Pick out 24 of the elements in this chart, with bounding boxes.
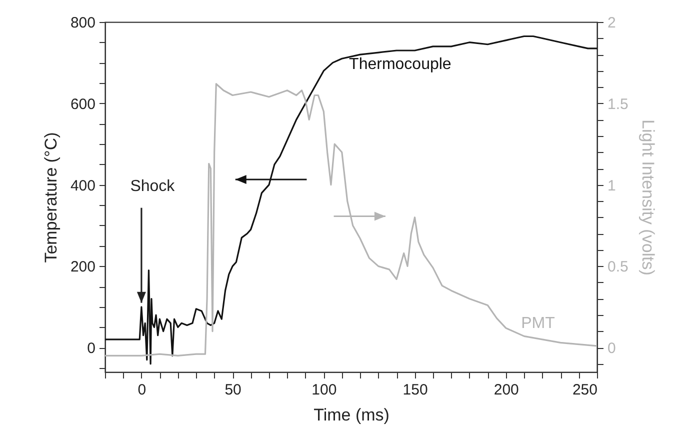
series-label: PMT — [521, 315, 556, 332]
y-tick-label: 200 — [70, 258, 96, 276]
y2-tick-label: 0 — [608, 340, 616, 358]
line-series — [105, 35, 597, 365]
y-axis-title: Temperature (°C) — [41, 132, 60, 263]
y-tick-label: 400 — [70, 177, 96, 194]
y2-tick-label: 2 — [608, 14, 616, 32]
y2-tick-label: 1.5 — [608, 96, 628, 113]
y-tick-label: 0 — [87, 340, 96, 358]
x-tick-label: 0 — [138, 382, 146, 398]
x-tick-label: 100 — [312, 382, 337, 398]
x-tick-label: 200 — [494, 382, 519, 398]
series-label: Thermocouple — [349, 56, 452, 73]
y-tick-label: 600 — [70, 96, 96, 113]
x-tick-label: 50 — [224, 382, 242, 398]
line-series — [105, 83, 597, 357]
x-axis-title: Time (ms) — [314, 406, 390, 424]
y2-tick-label: 1 — [608, 177, 616, 194]
y2-axis-title: Light Intensity (volts) — [638, 120, 658, 276]
x-tick-label: 250 — [572, 382, 598, 398]
x-tick-label: 150 — [402, 382, 428, 398]
y-tick-label: 800 — [70, 14, 96, 32]
annotation: Shock — [130, 178, 176, 195]
y2-tick-label: 0.5 — [608, 258, 628, 276]
